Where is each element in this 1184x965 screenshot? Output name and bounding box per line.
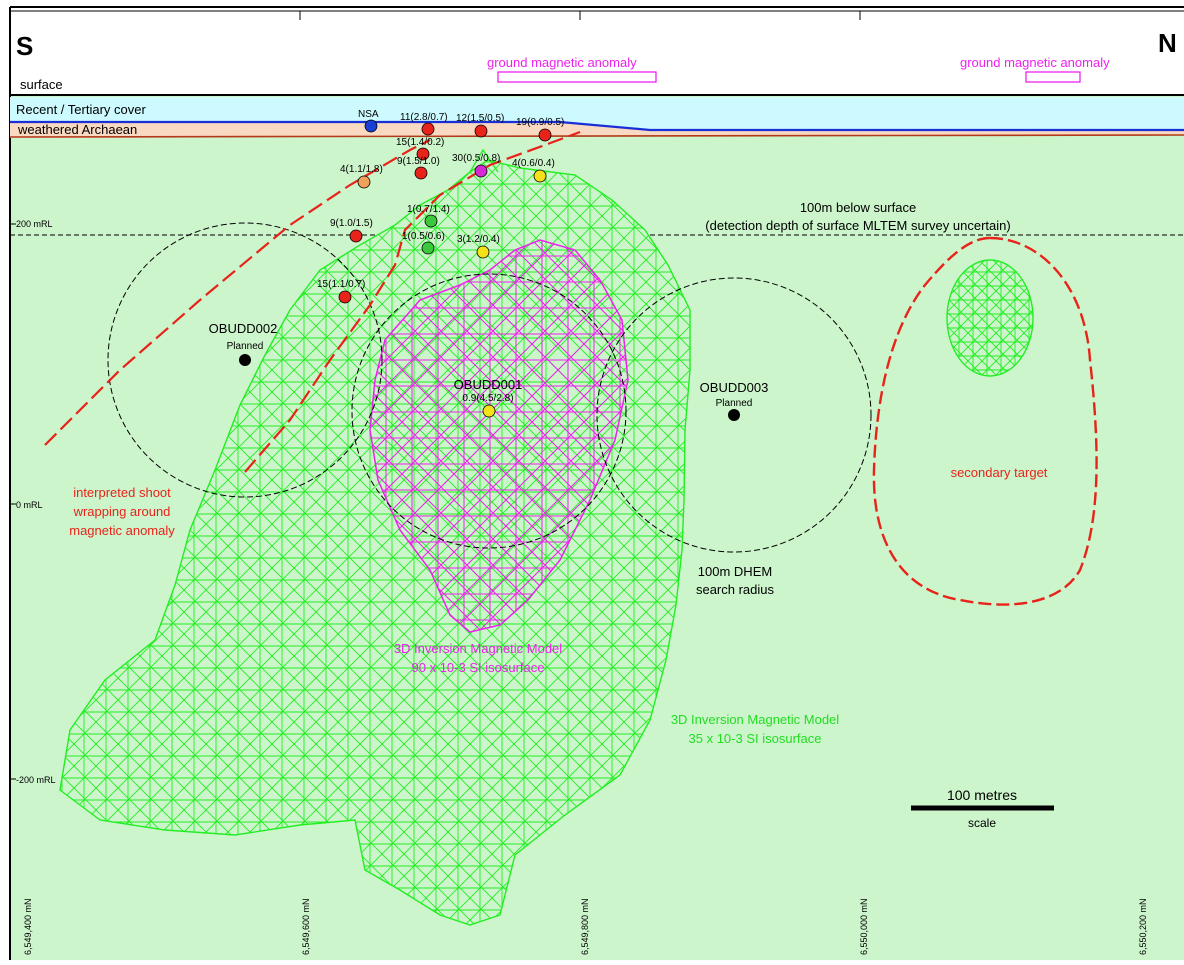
dhem-label-2: search radius	[696, 582, 775, 597]
rl-label-0: 0 mRL	[16, 500, 43, 510]
obudd003-status: Planned	[716, 398, 753, 409]
dhem-label-1: 100m DHEM	[698, 564, 772, 579]
model-35-label-1: 3D Inversion Magnetic Model	[671, 712, 839, 727]
northing-label: 6,549,800 mN	[580, 898, 590, 955]
scale-caption: scale	[968, 816, 996, 830]
drillhole-marker	[538, 128, 552, 142]
weathered-archaean-layer	[10, 122, 1184, 138]
shoot-label-1: interpreted shoot	[73, 485, 171, 500]
drillhole-label: 1(0.5/0.6)	[402, 231, 445, 242]
depth-line-label-1: 100m below surface	[800, 200, 916, 215]
drillhole-label: 15(1.4/0.2)	[396, 137, 444, 148]
depth-line-label-2: (detection depth of surface MLTEM survey…	[705, 218, 1010, 233]
ground-anomaly-box-2	[1025, 71, 1081, 83]
secondary-target-label: secondary target	[951, 465, 1048, 480]
ground-anomaly-box-1	[497, 71, 657, 83]
drillhole-marker	[357, 175, 371, 189]
secondary-target-outline	[872, 236, 1098, 606]
cover-base-line	[10, 120, 1184, 132]
cover-label: Recent / Tertiary cover	[16, 102, 146, 117]
drillhole-marker	[421, 122, 435, 136]
weathered-label: weathered Archaean	[17, 122, 137, 137]
drillhole-label: 30(0.5/0.8)	[452, 153, 500, 164]
interpreted-shoot-line-inner	[244, 130, 581, 473]
drillhole-marker	[476, 245, 490, 259]
northing-label: 6,550,200 mN	[1138, 898, 1148, 955]
rl-label-minus-200: -200 mRL	[16, 775, 56, 785]
drillhole-label: 1(0.7/1.4)	[407, 204, 450, 215]
obudd002-label: OBUDD002	[209, 321, 278, 336]
drillhole-marker	[416, 147, 430, 161]
obudd001-marker	[482, 404, 496, 418]
drillhole-label: 9(1.5/1.0)	[397, 156, 440, 167]
obudd001-value: 0.9(4.5/2.8)	[462, 393, 513, 404]
south-label: S	[16, 31, 33, 61]
northing-label: 6,550,000 mN	[859, 898, 869, 955]
weathered-base-line	[9, 134, 1184, 138]
dhem-radius-obudd002	[107, 222, 383, 498]
north-label: N	[1158, 28, 1177, 58]
obudd001-label: OBUDD001	[454, 377, 523, 392]
shoot-label-3: magnetic anomaly	[69, 523, 175, 538]
drillhole-marker	[474, 164, 488, 178]
interpreted-shoot-line-outer	[44, 139, 431, 446]
drillhole-label: 9(1.0/1.5)	[330, 218, 373, 229]
dhem-radius-obudd003	[596, 277, 872, 553]
secondary-mesh	[946, 259, 1034, 377]
dhem-radius-obudd001	[351, 273, 627, 549]
obudd002-status: Planned	[227, 341, 264, 352]
northing-label: 6,549,400 mN	[23, 898, 33, 955]
scale-label: 100 metres	[947, 787, 1017, 803]
obudd003-label: OBUDD003	[700, 380, 769, 395]
ground-anomaly-label-2: ground magnetic anomaly	[960, 55, 1110, 70]
shoot-label-2: wrapping around	[73, 504, 171, 519]
drillhole-marker	[338, 290, 352, 304]
northing-label: 6,549,600 mN	[301, 898, 311, 955]
drillhole-marker	[474, 124, 488, 138]
drillhole-label: 19(0.9/0.5)	[516, 117, 564, 128]
drillhole-label: 3(1.2/0.4)	[457, 234, 500, 245]
drillhole-marker	[421, 241, 435, 255]
drillhole-label: 12(1.5/0.5)	[456, 113, 504, 124]
drillhole-label: 4(1.1/1.8)	[340, 164, 383, 175]
drillhole-marker	[364, 119, 378, 133]
obudd002-marker	[239, 354, 251, 366]
model-90-label-1: 3D Inversion Magnetic Model	[394, 641, 562, 656]
rl-label-200: 200 mRL	[16, 219, 53, 229]
drillhole-label: 15(1.1/0.7)	[317, 279, 365, 290]
drillhole-marker	[424, 214, 438, 228]
ground-anomaly-label-1: ground magnetic anomaly	[487, 55, 637, 70]
drillhole-marker	[349, 229, 363, 243]
obudd003-marker	[728, 409, 740, 421]
surface-label: surface	[20, 77, 63, 92]
drillhole-label: 4(0.6/0.4)	[512, 158, 555, 169]
drillhole-marker	[533, 169, 547, 183]
drillhole-marker	[414, 166, 428, 180]
model-35-label-2: 35 x 10-3 SI isosurface	[689, 731, 822, 746]
model-90-label-2: 90 x 10-3 SI isosurface	[412, 660, 545, 675]
drillhole-label: 11(2.8/0.7)	[400, 112, 448, 123]
drillhole-markers	[338, 119, 552, 304]
drillhole-label: NSA	[358, 109, 379, 120]
